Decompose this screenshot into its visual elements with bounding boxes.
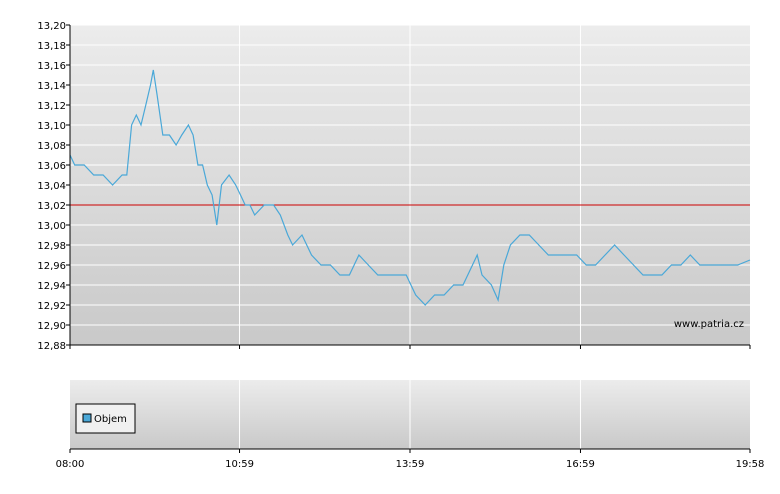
x-tick-label: 10:59 xyxy=(225,459,254,470)
y-tick-label: 12,96 xyxy=(37,261,66,272)
y-tick-label: 12,88 xyxy=(37,341,66,352)
x-tick-label: 19:58 xyxy=(736,459,765,470)
legend-swatch xyxy=(82,413,92,423)
y-tick-label: 13,12 xyxy=(37,101,66,112)
y-tick-label: 13,18 xyxy=(37,41,66,52)
y-tick-label: 13,14 xyxy=(37,81,66,92)
volume-grid xyxy=(239,380,581,449)
y-tick-label: 13,16 xyxy=(37,61,66,72)
volume-legend: Objem xyxy=(75,403,136,434)
y-tick-label: 13,02 xyxy=(37,201,66,212)
y-tick-label: 13,04 xyxy=(37,181,66,192)
x-tick-label: 16:59 xyxy=(566,459,595,470)
y-tick-label: 13,08 xyxy=(37,141,66,152)
y-tick-labels: 13,20 13,18 13,16 13,14 13,12 13,10 13,08 13,06… xyxy=(37,21,70,352)
x-tick-label: 08:00 xyxy=(56,459,85,470)
x-tick-labels: 08:00 10:59 13:59 16:59 19:58 xyxy=(56,345,765,470)
y-tick-label: 13,10 xyxy=(37,121,66,132)
y-tick-label: 12,98 xyxy=(37,241,66,252)
price-series-line xyxy=(69,69,751,306)
volume-plot: Objem xyxy=(70,380,750,450)
y-tick-label: 13,20 xyxy=(37,21,66,32)
x-tick-label: 13:59 xyxy=(396,459,425,470)
y-tick-label: 12,90 xyxy=(37,321,66,332)
y-tick-label: 12,94 xyxy=(37,281,66,292)
legend-label-objem: Objem xyxy=(94,414,127,425)
price-plot: 13,20 13,18 13,16 13,14 13,12 13,10 13,08 13,06… xyxy=(37,21,751,352)
y-tick-label: 13,06 xyxy=(37,161,66,172)
watermark: www.patria.cz xyxy=(674,319,744,330)
y-tick-label: 12,92 xyxy=(37,301,66,312)
y-tick-label: 13,00 xyxy=(37,221,66,232)
